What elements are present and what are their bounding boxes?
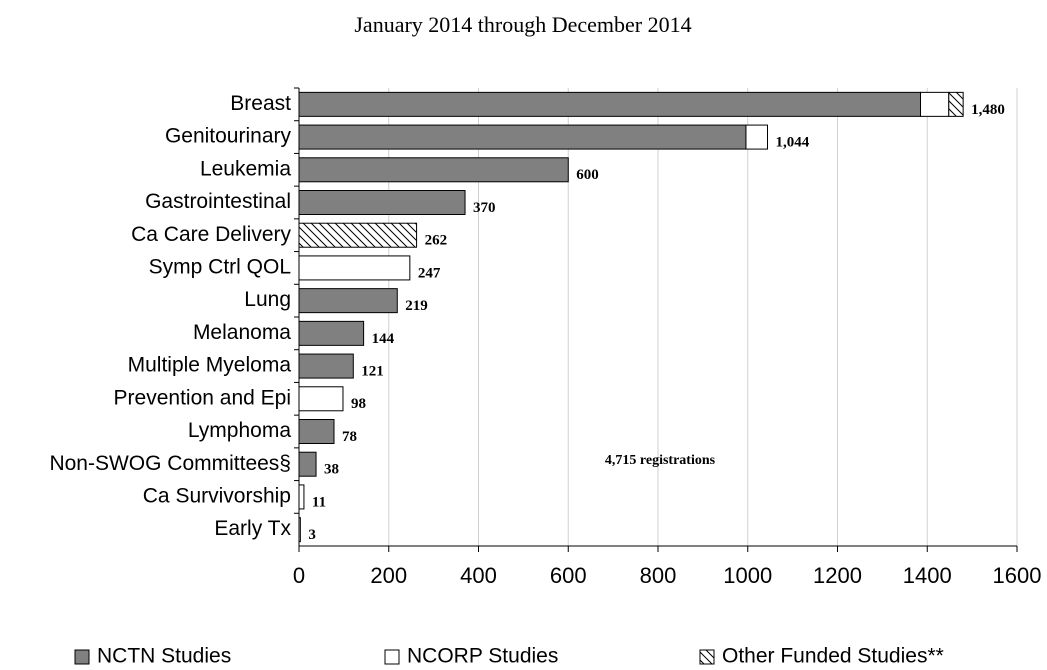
- x-tick-label: 1000: [723, 563, 772, 588]
- x-tick-label: 1400: [903, 563, 952, 588]
- x-tick-label: 600: [550, 563, 587, 588]
- total-label: 247: [418, 265, 441, 281]
- bar-segment: [298, 419, 335, 444]
- bar-segment: [745, 124, 768, 150]
- bar-segment: [298, 353, 354, 379]
- total-label: 370: [473, 200, 496, 216]
- bar-segment: [298, 484, 305, 510]
- chart-subtitle: January 2014 through December 2014: [354, 12, 691, 37]
- y-tick-label: Lung: [244, 288, 291, 311]
- total-label: 600: [576, 167, 599, 183]
- y-tick-label: Symp Ctrl QOL: [149, 255, 291, 278]
- legend-label: NCORP Studies: [407, 645, 558, 668]
- x-tick-label: 0: [293, 563, 305, 588]
- total-label: 144: [372, 331, 395, 347]
- legend-swatch: [384, 649, 400, 665]
- legend-swatch: [74, 649, 90, 665]
- y-tick-label: Genitourinary: [165, 125, 292, 148]
- x-tick-label: 400: [460, 563, 497, 588]
- total-label: 219: [405, 298, 428, 314]
- total-label: 1,044: [775, 135, 809, 151]
- y-tick-label: Melanoma: [193, 321, 291, 344]
- total-label: 3: [308, 527, 316, 543]
- total-label: 11: [312, 494, 326, 510]
- y-tick-label: Leukemia: [200, 157, 291, 180]
- total-label: 78: [342, 429, 357, 445]
- bar-segment: [298, 190, 466, 215]
- annotation: 4,715 registrations: [605, 453, 716, 468]
- y-tick-label: Prevention and Epi: [114, 386, 291, 409]
- bar-segment: [298, 288, 398, 314]
- total-label: 262: [425, 233, 448, 249]
- y-tick-label: Ca Care Delivery: [131, 223, 291, 246]
- bar-segment: [298, 91, 922, 117]
- bar-segment: [298, 124, 747, 150]
- y-tick-label: Gastrointestinal: [145, 190, 291, 213]
- bar-segment: [920, 91, 950, 117]
- y-tick-label: Early Tx: [214, 517, 291, 540]
- bar-segment: [298, 320, 365, 346]
- y-tick-label: Non-SWOG Committees§: [49, 452, 291, 475]
- legend-swatch: [699, 649, 715, 665]
- bar-segment: [948, 91, 964, 117]
- x-tick-label: 200: [370, 563, 407, 588]
- y-tick-label: Multiple Myeloma: [128, 354, 292, 377]
- bar-segment: [298, 222, 418, 248]
- bar-segment: [298, 451, 317, 477]
- total-label: 38: [324, 462, 339, 478]
- bar-segment: [298, 386, 344, 412]
- total-label: 121: [361, 364, 384, 380]
- total-label: 1,480: [971, 102, 1005, 118]
- y-tick-label: Lymphoma: [188, 419, 291, 442]
- y-tick-label: Breast: [230, 92, 291, 115]
- total-label: 98: [351, 396, 366, 412]
- y-tick-label: Ca Survivorship: [143, 484, 291, 507]
- x-tick-label: 1600: [993, 563, 1042, 588]
- bar-segment: [298, 157, 569, 183]
- x-tick-label: 1200: [813, 563, 862, 588]
- legend-label: Other Funded Studies**: [722, 645, 944, 668]
- legend-label: NCTN Studies: [97, 645, 231, 668]
- bar-segment: [298, 255, 411, 281]
- x-tick-label: 800: [640, 563, 677, 588]
